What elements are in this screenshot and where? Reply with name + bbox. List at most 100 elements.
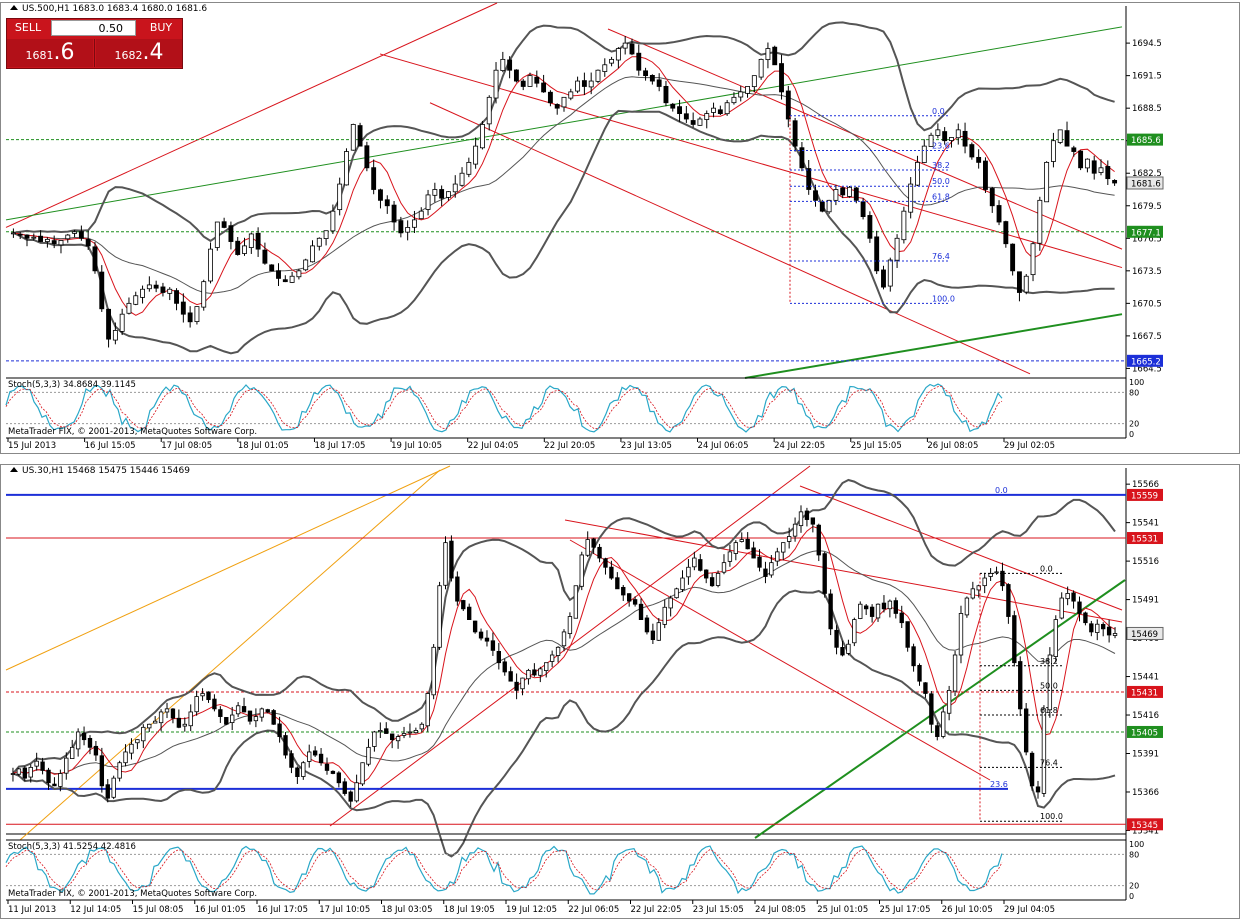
dji-candle-body <box>638 603 644 620</box>
spx-candle-body <box>378 189 383 201</box>
spx-price-label: 1681.6 <box>1131 179 1161 189</box>
dji-candle-body <box>579 554 584 587</box>
dji-candle-body <box>508 671 513 682</box>
dji-y-tick-label: 15391 <box>1132 750 1159 760</box>
price-divider <box>94 39 95 67</box>
spx-candle-body <box>133 295 139 305</box>
spx-candle-body <box>500 58 506 71</box>
spx-candle-body <box>602 64 608 72</box>
spx-candle-body <box>85 239 91 247</box>
dji-candle-body <box>727 551 733 562</box>
spx-candle-body <box>303 259 309 271</box>
spx-candle-body <box>92 246 98 272</box>
ask-price[interactable]: 1682.4 <box>96 39 182 67</box>
spx-candle-body <box>609 58 615 64</box>
spx-candle-body <box>31 236 37 239</box>
dji-candle-body <box>401 733 407 736</box>
spx-candle-body <box>140 288 145 298</box>
spx-candle-body <box>72 231 78 234</box>
spx-candle-body <box>1064 130 1070 147</box>
spx-candle-body <box>99 271 105 310</box>
dji-candle-body <box>1029 752 1035 787</box>
spx-candle-body <box>337 183 343 211</box>
spx-candle-body <box>738 91 744 98</box>
spx-candle-body <box>486 96 492 125</box>
spx-y-tick-label: 1694.5 <box>1132 39 1162 49</box>
dji-candle-body <box>887 600 893 610</box>
lot-size-input[interactable]: 0.50 <box>51 20 136 36</box>
dji-candle-body <box>330 770 336 774</box>
spx-candle-body <box>792 120 798 147</box>
sell-button[interactable]: SELL <box>14 21 42 34</box>
spx-candle-body <box>330 210 336 232</box>
dji-chart-group: 1556615541155161549115466154411541615391… <box>5 465 1164 915</box>
spx-candle-body <box>160 286 166 293</box>
spx-fibo-label: 0.0 <box>932 107 945 116</box>
spx-candle-body <box>78 231 84 239</box>
dji-candle-body <box>1083 612 1088 624</box>
dji-candle-body <box>200 693 205 697</box>
spx-candle-body <box>704 113 710 120</box>
spx-candle-body <box>717 109 723 114</box>
buy-button[interactable]: BUY <box>149 21 173 34</box>
spx-x-tick-label: 23 Jul 13:05 <box>621 441 672 451</box>
dji-candle-body <box>603 558 608 568</box>
dji-trend-line <box>19 469 441 841</box>
dji-fibo-label: 76.4 <box>1040 758 1058 767</box>
spx-fibo-label: 100.0 <box>932 294 955 303</box>
dji-candle-body <box>1065 593 1070 600</box>
spx-candle-body <box>772 46 778 66</box>
spx-candle-body <box>915 161 920 186</box>
dji-candle-body <box>964 597 970 616</box>
dji-price-label-bg <box>1127 725 1163 738</box>
dji-candle-body <box>893 600 898 614</box>
dji-candle-body <box>455 576 460 602</box>
spx-y-tick-label: 1673.5 <box>1132 267 1162 277</box>
dji-x-tick-label: 16 Jul 01:05 <box>195 905 246 915</box>
spx-candle-body <box>935 129 941 136</box>
spx-candle-body <box>398 220 404 234</box>
dji-candle-body <box>206 691 211 701</box>
spx-candle-body <box>765 48 771 61</box>
dji-candle-body <box>792 523 798 537</box>
dji-candle-body <box>757 556 762 568</box>
dji-upper-fibo-label: 23.6 <box>990 780 1008 789</box>
spx-candle-body <box>874 236 880 272</box>
spx-candle-body <box>677 106 682 114</box>
dji-bollinger-middle <box>12 550 1116 775</box>
bid-price[interactable]: 1681.6 <box>7 39 93 67</box>
dji-trend-line <box>754 579 1126 839</box>
spx-candle-body <box>1071 147 1077 152</box>
dji-candle-body <box>40 761 45 771</box>
dji-candle-body <box>946 690 952 714</box>
dji-candle-body <box>798 511 804 527</box>
dji-candle-body <box>520 677 525 690</box>
spx-x-tick-label: 22 Jul 20:05 <box>544 441 595 451</box>
dji-candle-body <box>324 763 330 771</box>
dji-candle-body <box>668 597 673 609</box>
dji-candle-body <box>715 573 721 586</box>
spx-bollinger-lower <box>12 109 1115 355</box>
dji-y-tick-label: 15541 <box>1132 519 1159 529</box>
spx-candle-body <box>1037 199 1043 244</box>
dji-candle-body <box>129 743 134 754</box>
dji-candle-body <box>1077 601 1082 614</box>
spx-fibo-label: 38.2 <box>932 161 950 170</box>
top-window-frame <box>0 2 1240 454</box>
dji-candle-body <box>212 698 217 710</box>
spx-symbol-header: US.500,H1 1683.0 1683.4 1680.0 1681.6 <box>22 4 207 14</box>
dji-candle-body <box>958 613 964 656</box>
dji-candle-body <box>188 711 193 727</box>
spx-candle-body <box>412 219 417 228</box>
spx-stoch-main-line <box>5 383 1003 433</box>
spx-candle-body <box>1098 167 1104 173</box>
spx-candle-body <box>1050 140 1056 162</box>
dji-candle-body <box>917 664 922 682</box>
spx-candle-body <box>38 235 44 242</box>
dji-candle-body <box>1006 584 1011 617</box>
dji-candle-body <box>549 654 555 662</box>
spx-candle-body <box>779 63 784 93</box>
spx-trend-line <box>5 26 1123 221</box>
dji-candle-body <box>538 668 543 676</box>
